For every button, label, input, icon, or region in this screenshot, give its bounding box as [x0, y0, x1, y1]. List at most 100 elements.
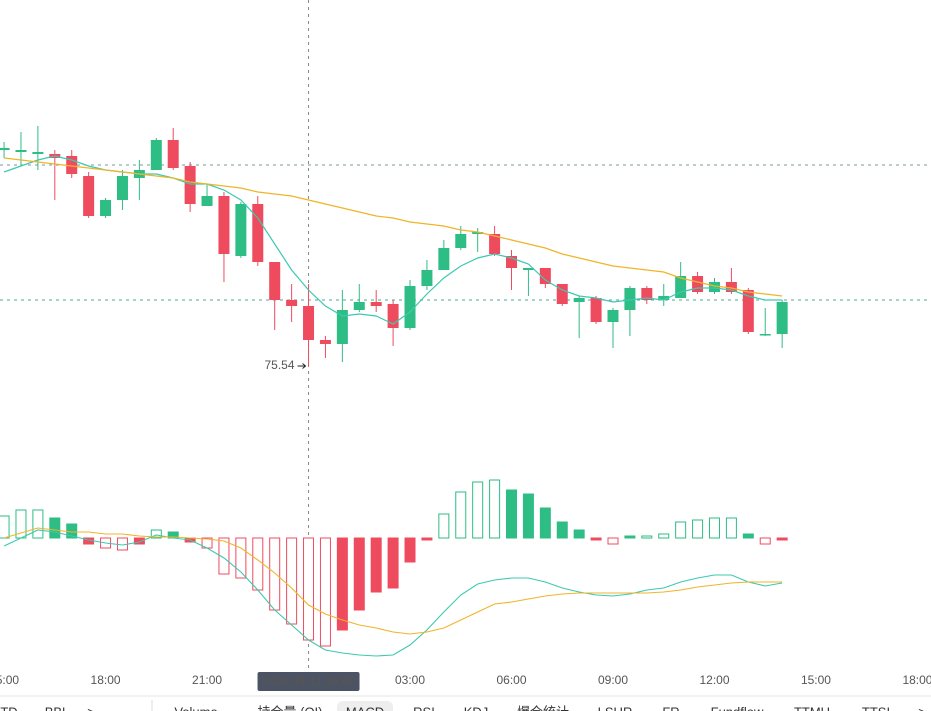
macd-bar [742, 533, 754, 539]
candle-body [759, 334, 771, 336]
candle-body [83, 176, 95, 216]
candle-body [15, 150, 27, 152]
macd-bar [387, 537, 399, 589]
macd-bar [286, 537, 298, 625]
indicator-tab[interactable]: LSUR [598, 704, 633, 711]
macd-bar [776, 537, 788, 541]
macd-bar [675, 521, 687, 539]
indicator-tab[interactable]: Fundflow [711, 704, 764, 711]
x-tick-label: 15:00 [801, 673, 831, 687]
macd-bar [708, 517, 720, 539]
x-tick-label: 18:00 [902, 673, 931, 687]
candle-body [522, 268, 534, 270]
candle-body [675, 276, 687, 298]
macd-bar [759, 537, 771, 545]
macd-bar [692, 519, 704, 539]
low-price-label: 75.54 [264, 358, 294, 372]
macd-bar [303, 537, 315, 641]
low-price-arrow [297, 363, 307, 369]
candle-body [489, 234, 501, 254]
indicator-tab[interactable]: MACD [346, 704, 384, 711]
crosshair-label-bg [257, 672, 360, 691]
candle-body [116, 176, 128, 200]
indicator-tab[interactable]: > [918, 704, 926, 711]
candle-body [607, 310, 619, 322]
candle-body [252, 204, 264, 262]
candle-body [641, 288, 653, 300]
x-tick-label: 12:00 [699, 673, 729, 687]
macd-bar [150, 529, 162, 539]
macd-bar [319, 537, 331, 647]
candle-body [472, 232, 484, 234]
candle-body [218, 196, 230, 254]
indicator-tab[interactable]: > [87, 704, 95, 711]
candle-body [286, 300, 298, 306]
indicator-tab[interactable]: 爆仓统计 [517, 704, 569, 711]
indicator-tab[interactable]: BBL [45, 704, 70, 711]
candle-body [455, 234, 467, 248]
candle-body [692, 276, 704, 292]
macd-bar [522, 493, 534, 539]
candle-body [167, 140, 179, 168]
candle-body [370, 302, 382, 306]
macd-bar [218, 537, 230, 575]
macd-bar [590, 537, 602, 541]
candle-body [150, 140, 162, 170]
indicator-tab[interactable]: FR [662, 704, 679, 711]
macd-bar [539, 507, 551, 539]
candle-body [184, 166, 196, 204]
indicator-tab[interactable]: RSI [413, 704, 435, 711]
indicator-tab[interactable]: TD [0, 704, 17, 711]
candle-body [319, 340, 331, 344]
candle-body [658, 296, 670, 300]
active-tab-bg [337, 701, 393, 711]
candle-body [235, 204, 247, 256]
candle-body [353, 302, 365, 310]
macd-bar [573, 529, 585, 539]
macd-line [3, 529, 783, 657]
candle-body [590, 298, 602, 322]
macd-bar [421, 537, 433, 541]
candle-body [387, 304, 399, 328]
candle-body [539, 268, 551, 284]
indicator-tab[interactable]: Volume [174, 704, 217, 711]
indicator-tab[interactable]: 持仓量 (OI) [258, 704, 323, 711]
macd-bar [235, 537, 247, 579]
macd-line [3, 527, 783, 635]
x-tick-label: 06:00 [496, 673, 526, 687]
candle-body [0, 148, 10, 150]
moving-average-line [4, 157, 783, 297]
candle-body [66, 156, 78, 174]
macd-bar [269, 537, 281, 611]
macd-bar [336, 537, 348, 631]
indicator-tab[interactable]: KDJ [464, 704, 489, 711]
indicator-tab[interactable]: TTMU [794, 704, 830, 711]
macd-bar [658, 533, 670, 539]
macd-bar [0, 515, 10, 539]
macd-bar [641, 535, 653, 539]
candle-body [421, 270, 433, 286]
macd-bar [725, 517, 737, 539]
macd-bar [438, 513, 450, 539]
macd-bar [404, 537, 416, 563]
macd-bar [489, 479, 501, 539]
macd-bar [252, 537, 264, 591]
macd-bar [49, 517, 61, 539]
candle-body [100, 200, 112, 216]
x-tick-label: 09:00 [598, 673, 628, 687]
candle-body [742, 290, 754, 332]
macd-bar [624, 535, 636, 539]
macd-bar [455, 491, 467, 539]
macd-bar [556, 521, 568, 539]
candle-body [303, 306, 315, 340]
indicator-tab[interactable]: TTSI [862, 704, 890, 711]
candle-body [201, 196, 213, 206]
x-tick-label: 18:00 [91, 673, 121, 687]
macd-bar [133, 537, 145, 545]
candle-body [438, 248, 450, 270]
macd-bar [353, 537, 365, 611]
macd-bar [472, 481, 484, 539]
macd-bar [32, 509, 44, 539]
x-tick-label: 03:00 [395, 673, 425, 687]
